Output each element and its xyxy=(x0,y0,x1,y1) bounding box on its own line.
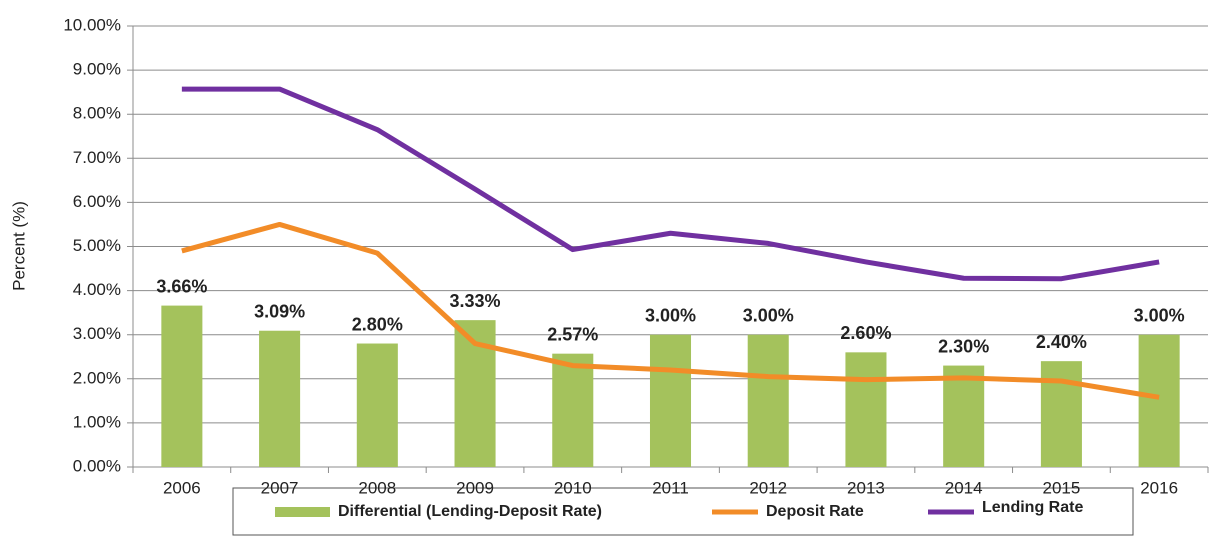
x-tick-label: 2011 xyxy=(652,478,689,497)
data-label: 3.00% xyxy=(1134,305,1185,325)
y-tick-label: 1.00% xyxy=(73,412,121,431)
y-tick-label: 2.00% xyxy=(73,368,121,387)
data-label: 3.33% xyxy=(450,291,501,311)
y-tick-label: 4.00% xyxy=(73,280,121,299)
x-tick-label: 2008 xyxy=(358,478,396,497)
bar xyxy=(943,365,985,467)
x-tick-label: 2006 xyxy=(163,478,201,497)
data-label: 2.57% xyxy=(547,324,598,344)
data-label: 3.00% xyxy=(645,305,696,325)
bar xyxy=(845,352,887,467)
x-tick-label: 2012 xyxy=(749,478,787,497)
data-label: 2.40% xyxy=(1036,332,1087,352)
x-tick-label: 2007 xyxy=(261,478,299,497)
y-tick-label: 8.00% xyxy=(73,104,121,123)
data-label: 2.60% xyxy=(840,323,891,343)
legend-label: Deposit Rate xyxy=(766,503,864,520)
y-tick-label: 10.00% xyxy=(63,15,121,34)
bar xyxy=(552,353,594,467)
data-label: 3.00% xyxy=(743,305,794,325)
y-tick-label: 7.00% xyxy=(73,148,121,167)
bar xyxy=(1040,361,1082,467)
y-tick-label: 0.00% xyxy=(73,456,121,475)
bar xyxy=(649,334,692,467)
data-label: 2.80% xyxy=(352,314,403,334)
x-tick-label: 2013 xyxy=(847,478,885,497)
line xyxy=(181,86,1160,282)
y-axis-label: Percent (%) xyxy=(9,201,28,291)
data-label: 2.30% xyxy=(938,336,989,356)
x-tick-label: 2009 xyxy=(456,478,494,497)
bar xyxy=(1138,334,1180,467)
x-tick-label: 2010 xyxy=(554,478,592,497)
bar xyxy=(161,305,203,467)
x-tick-label: 2016 xyxy=(1140,478,1178,497)
bar xyxy=(747,334,789,467)
bar xyxy=(259,330,301,467)
legend-swatch xyxy=(275,507,330,517)
legend-box xyxy=(232,487,1134,536)
y-tick-label: 3.00% xyxy=(73,324,121,343)
y-tick-label: 6.00% xyxy=(73,192,121,211)
y-tick-label: 5.00% xyxy=(73,236,121,255)
data-label: 3.66% xyxy=(156,276,207,296)
bar xyxy=(356,343,398,467)
y-tick-label: 9.00% xyxy=(73,60,121,79)
legend-label: Differential (Lending-Deposit Rate) xyxy=(338,503,602,520)
data-label: 3.09% xyxy=(254,301,305,321)
x-tick-label: 2014 xyxy=(945,478,983,497)
x-tick-label: 2015 xyxy=(1042,478,1080,497)
line xyxy=(181,221,1160,400)
legend-label: Lending Rate xyxy=(982,499,1083,516)
